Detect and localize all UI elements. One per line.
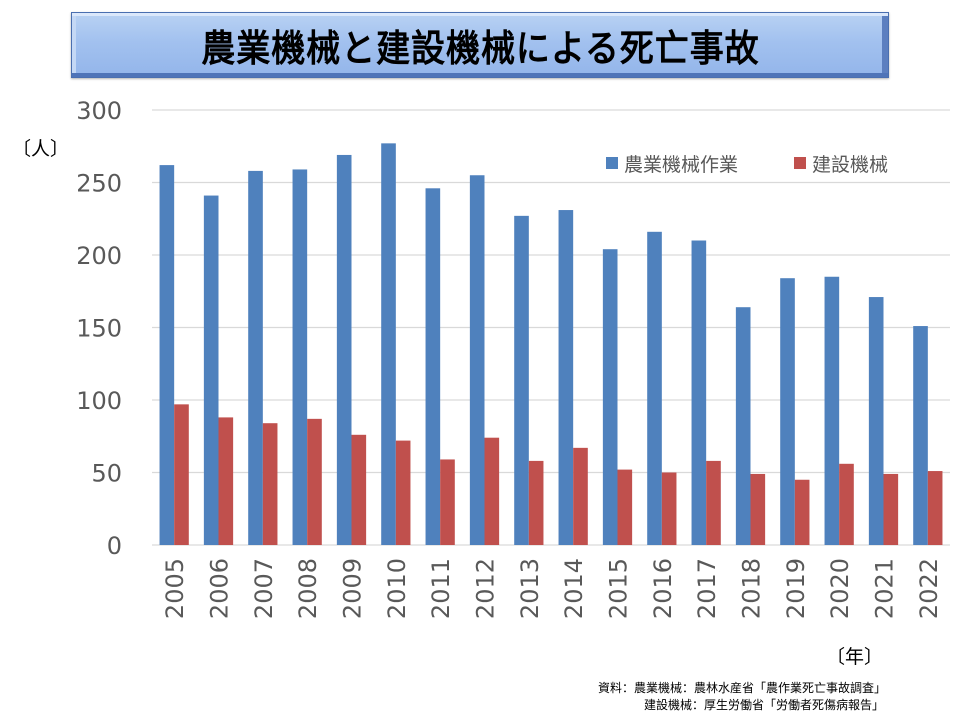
y-tick-label: 150: [76, 315, 122, 343]
legend-label-0: 農業機械作業: [624, 154, 738, 176]
bar-construction-2010: [395, 440, 411, 545]
bar-agri-2016: [647, 231, 662, 546]
x-tick-label: 2022: [915, 558, 943, 619]
bar-agri-2009: [336, 154, 352, 545]
bar-construction-2006: [218, 417, 234, 545]
bar-agri-2019: [780, 278, 795, 545]
y-tick-label: 0: [107, 532, 122, 560]
y-tick-label: 300: [76, 97, 122, 125]
bar-agri-2021: [868, 297, 884, 545]
x-tick-label: 2018: [738, 558, 766, 619]
x-tick-label: 2005: [161, 558, 189, 619]
title-banner: 農業機械と建設機械による死亡事故: [71, 12, 889, 78]
x-tick-label: 2017: [693, 558, 721, 619]
bar-construction-2014: [573, 447, 588, 545]
bar-construction-2013: [528, 460, 544, 545]
bar-agri-2011: [425, 188, 441, 546]
x-tick-label: 2009: [339, 558, 367, 619]
legend-swatch-1: [794, 157, 806, 169]
x-tick-label: 2012: [472, 558, 500, 619]
x-tick-label: 2008: [294, 558, 322, 619]
bar-construction-2007: [262, 423, 278, 545]
bar-agri-2006: [203, 195, 219, 546]
x-tick-label: 2010: [383, 558, 411, 619]
source-note: 資料：農業機械：農林水産省「農作業死亡事故調査」 建設機械：厚生労働省「労働者死…: [598, 680, 886, 714]
legend-label-1: 建設機械: [812, 154, 888, 176]
bar-construction-2019: [794, 479, 810, 545]
bar-agri-2005: [159, 165, 175, 545]
y-tick-label: 100: [76, 387, 122, 415]
bar-construction-2017: [706, 460, 721, 545]
bar-agri-2015: [602, 249, 618, 545]
bar-construction-2012: [484, 437, 500, 545]
x-tick-label: 2006: [206, 558, 234, 619]
bars: [159, 143, 943, 546]
bar-construction-2005: [174, 404, 189, 545]
gridlines: [152, 109, 950, 546]
legend-swatch-0: [606, 157, 618, 169]
bar-construction-2008: [307, 418, 322, 545]
legend: 農業機械作業 建設機械: [606, 154, 888, 176]
bar-construction-2016: [661, 472, 677, 545]
chart-title: 農業機械と建設機械による死亡事故: [200, 27, 760, 70]
x-tick-label: 2013: [516, 558, 544, 619]
x-tick-label: 2014: [560, 558, 588, 619]
x-axis-unit-label: 〔年〕: [826, 646, 884, 668]
y-tick-label: 250: [76, 170, 122, 198]
bar-agri-2017: [691, 240, 707, 545]
bar-agri-2018: [735, 307, 751, 545]
x-tick-label: 2021: [871, 558, 899, 619]
bar-construction-2021: [883, 473, 899, 545]
x-tick-label: 2019: [782, 558, 810, 619]
x-tick-label: 2007: [250, 558, 278, 619]
bar-agri-2020: [824, 276, 840, 545]
y-tick-label: 50: [91, 460, 122, 488]
y-tick-label: 200: [76, 242, 122, 270]
x-tick-label: 2015: [605, 558, 633, 619]
source-line-2: 建設機械：厚生労働省「労働者死傷病報告」: [644, 698, 885, 712]
bar-construction-2022: [927, 471, 943, 545]
bar-agri-2007: [248, 170, 263, 545]
bar-agri-2008: [292, 169, 308, 545]
x-tick-label: 2020: [826, 558, 854, 619]
bar-agri-2022: [913, 326, 928, 545]
bar-construction-2009: [351, 434, 367, 545]
bar-agri-2010: [381, 143, 396, 545]
y-axis-ticks: 0 50 100 150 200 250 300: [76, 97, 122, 560]
x-axis-ticks: 2005 2006 2007 2008 2009 2010 2011 2012 2013 2014…: [161, 558, 943, 619]
bar-construction-2020: [839, 463, 854, 545]
y-axis-unit-label: 〔人〕: [12, 138, 70, 160]
bar-construction-2011: [440, 459, 455, 545]
x-tick-label: 2016: [649, 558, 677, 619]
bar-agri-2012: [469, 175, 485, 545]
source-line-1: 資料：農業機械：農林水産省「農作業死亡事故調査」: [598, 681, 887, 695]
x-tick-label: 2011: [427, 558, 455, 619]
bar-agri-2013: [514, 215, 529, 545]
bar-construction-2015: [617, 469, 633, 545]
bar-construction-2018: [750, 473, 766, 545]
bar-agri-2014: [558, 210, 574, 546]
